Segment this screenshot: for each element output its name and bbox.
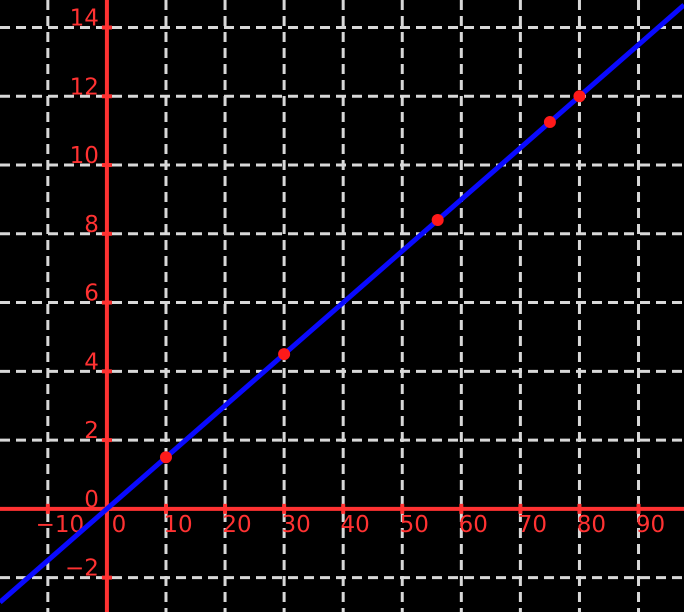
x-tick-label: 90 <box>636 512 665 538</box>
x-tick-label: 40 <box>341 512 370 538</box>
data-point <box>543 116 556 129</box>
trend-line <box>0 3 684 605</box>
data-point <box>431 214 444 227</box>
x-tick-label: 60 <box>459 512 488 538</box>
data-point <box>159 451 172 464</box>
y-tick-label: 14 <box>70 6 99 32</box>
x-tick-label: 50 <box>400 512 429 538</box>
x-tick-label: 20 <box>222 512 251 538</box>
y-tick-label: 2 <box>84 418 99 444</box>
y-tick-label: 0 <box>84 487 99 513</box>
x-tick-label: 70 <box>518 512 547 538</box>
y-tick-label: 12 <box>70 74 99 100</box>
x-tick-label: 0 <box>112 512 127 538</box>
x-tick-label: 80 <box>577 512 606 538</box>
x-tick-label: 30 <box>281 512 310 538</box>
y-tick-label: 4 <box>84 349 99 375</box>
data-point <box>278 348 291 361</box>
y-tick-label: 10 <box>70 143 99 169</box>
y-tick-label: 8 <box>84 212 99 238</box>
y-tick-label: −2 <box>65 556 99 582</box>
y-tick-label: 6 <box>84 281 99 307</box>
data-point <box>573 90 586 103</box>
x-tick-label: 10 <box>163 512 192 538</box>
